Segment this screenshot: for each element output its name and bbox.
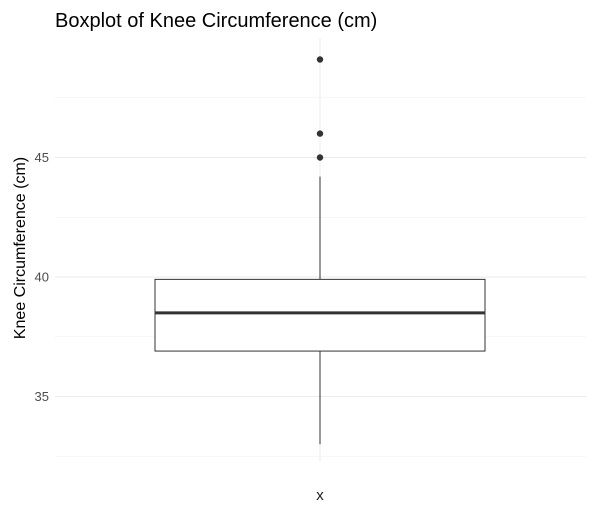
outlier-point: [316, 130, 324, 137]
y-axis-label: Knee Circumference (cm): [12, 157, 29, 339]
outlier-point: [316, 154, 324, 161]
tick-layer: 35 40 45: [35, 150, 49, 404]
box-layer: [154, 56, 486, 445]
y-tick-label: 40: [35, 269, 49, 284]
x-tick-label: x: [316, 487, 324, 504]
y-tick-label: 35: [35, 389, 49, 404]
y-tick-label: 45: [35, 150, 49, 165]
iqr-box: [154, 278, 486, 352]
chart-title: Boxplot of Knee Circumference (cm): [55, 10, 377, 32]
outlier-point: [316, 56, 324, 63]
